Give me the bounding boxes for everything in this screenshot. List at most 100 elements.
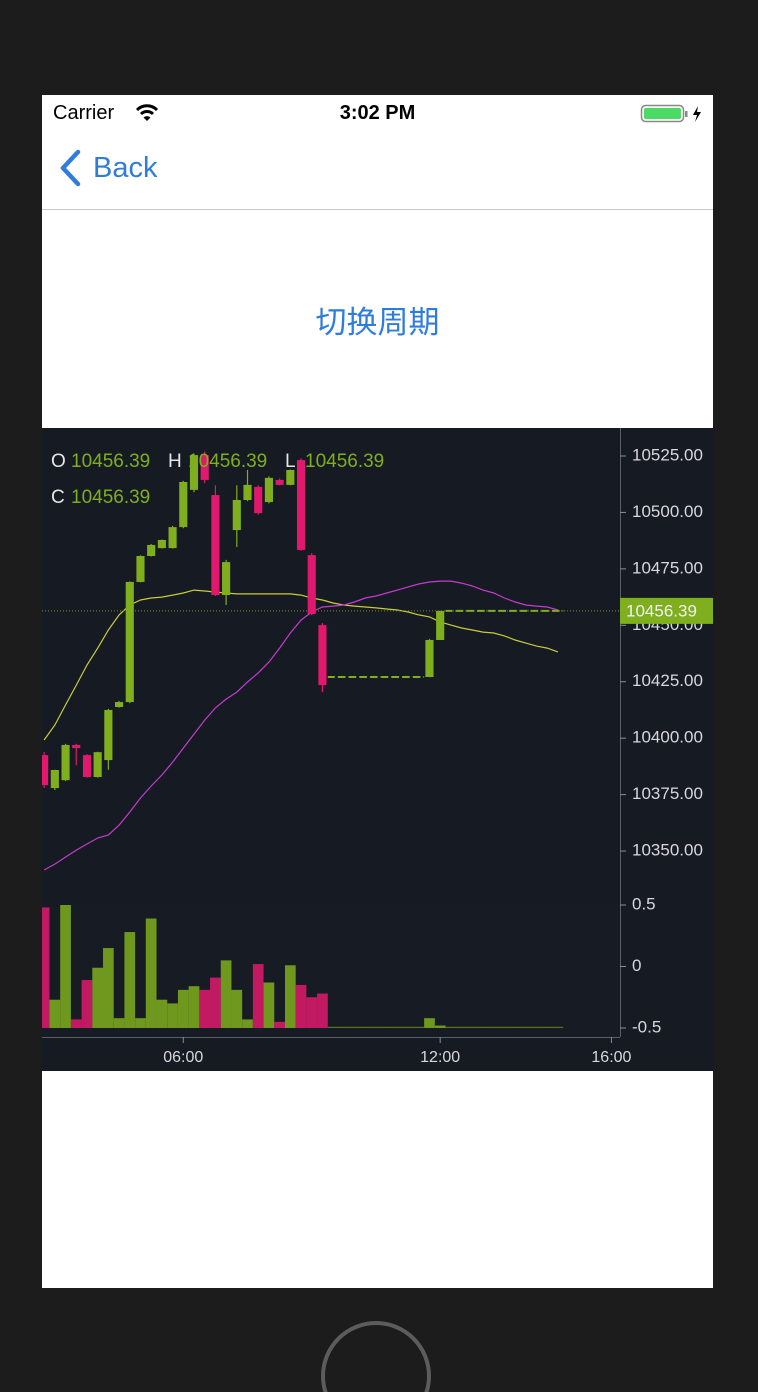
volume-bar xyxy=(274,1021,285,1028)
volume-bar xyxy=(509,1026,521,1028)
candle-body xyxy=(50,770,59,789)
volume-bar xyxy=(402,1026,414,1028)
candle-body xyxy=(136,555,145,582)
volume-bar xyxy=(210,977,221,1028)
volume-bar xyxy=(49,999,61,1028)
candle-body xyxy=(286,469,295,485)
volume-bar xyxy=(103,948,114,1028)
ohlc-key: H xyxy=(168,451,182,472)
volume-bar xyxy=(231,989,243,1028)
volume-bar xyxy=(220,960,232,1028)
volume-bar xyxy=(135,1018,146,1028)
volume-bar xyxy=(199,989,211,1028)
volume-bar xyxy=(188,986,200,1028)
candle-body xyxy=(318,625,327,686)
ohlc-value: 10456.39 xyxy=(71,451,150,472)
volume-bar xyxy=(359,1026,371,1028)
volume-panel xyxy=(42,905,620,1037)
back-button[interactable]: Back xyxy=(93,152,158,184)
clock: 3:02 PM xyxy=(339,102,416,124)
axes: 10350.0010375.0010400.0010425.0010450.00… xyxy=(51,445,713,1066)
candle-body xyxy=(157,539,166,549)
volume-bar xyxy=(242,1019,253,1028)
y-tick-label: 10475.00 xyxy=(632,558,703,577)
navigation-bar: Back xyxy=(42,131,713,210)
volume-bar xyxy=(349,1026,360,1028)
volume-bar xyxy=(477,1026,489,1028)
volume-bar xyxy=(42,907,50,1028)
volume-bar xyxy=(413,1026,425,1028)
volume-bar xyxy=(381,1026,393,1028)
y-tick-label: 10400.00 xyxy=(632,728,703,747)
candle-body xyxy=(436,610,445,640)
candle-body xyxy=(211,495,220,596)
volume-bar xyxy=(177,989,189,1028)
candle-body xyxy=(42,755,49,786)
volume-bar xyxy=(327,1026,339,1028)
moving-average-line xyxy=(43,580,559,871)
candle-body xyxy=(307,555,316,615)
volume-bar xyxy=(167,1003,178,1028)
candle-body xyxy=(243,484,252,501)
volume-bar xyxy=(520,1026,532,1028)
candle-body xyxy=(61,744,70,781)
candle-body xyxy=(222,562,231,596)
kline-chart: 10350.0010375.0010400.0010425.0010450.00… xyxy=(42,428,713,1071)
candle-body xyxy=(72,744,81,749)
button-label[interactable]: 切换周期 xyxy=(315,304,440,341)
volume-bar xyxy=(295,984,307,1028)
candle-body xyxy=(147,544,156,556)
carrier: Carrier xyxy=(53,102,115,124)
y-tick-label: 10525.00 xyxy=(632,445,703,464)
candle-body xyxy=(275,479,284,485)
home-button[interactable] xyxy=(316,1318,436,1392)
volume-tick-label: 0.5 xyxy=(632,894,656,913)
candle-body xyxy=(200,455,209,480)
candle-body xyxy=(179,481,188,528)
candle-body xyxy=(104,709,113,761)
volume-bar xyxy=(156,999,168,1028)
candle-body xyxy=(189,455,199,490)
back-chevron[interactable] xyxy=(58,149,84,189)
x-tick-label: 16:00 xyxy=(591,1049,631,1066)
candle-body xyxy=(125,581,134,703)
battery-icon xyxy=(640,104,701,123)
volume-tick-label: -0.5 xyxy=(632,1017,661,1036)
ohlc-key: C xyxy=(51,487,65,508)
volume-bar xyxy=(424,1018,435,1028)
volume-bar xyxy=(488,1026,500,1028)
volume-bar xyxy=(306,997,318,1028)
volume-bar xyxy=(541,1026,553,1028)
volume-bar xyxy=(531,1026,542,1028)
candle-body xyxy=(82,755,92,778)
volume-bar xyxy=(113,1018,125,1028)
y-tick-label: 10500.00 xyxy=(632,502,703,521)
volume-bar xyxy=(338,1026,350,1028)
last-price-badge xyxy=(620,597,713,624)
volume-bar xyxy=(499,1026,510,1028)
candle-body xyxy=(296,460,306,550)
volume-bar xyxy=(392,1026,403,1028)
wifi-icon xyxy=(135,104,159,121)
volume-bar xyxy=(466,1026,478,1028)
volume-bar xyxy=(317,993,328,1028)
volume-bar xyxy=(284,965,296,1028)
ohlc-key: L xyxy=(285,451,296,472)
switch-period-button[interactable]: 切换周期 xyxy=(42,210,713,428)
candle-body xyxy=(232,500,241,531)
volume-tick-label: 0 xyxy=(632,956,641,975)
status-bar: Carrier 3:02 PM xyxy=(42,95,713,131)
phone-screen: Carrier 3:02 PM Back 切换周期 10350.00 10375.… xyxy=(42,95,713,1288)
volume-bar xyxy=(263,982,275,1028)
y-tick-label: 10425.00 xyxy=(632,671,703,690)
volume-bar xyxy=(70,1019,82,1028)
volume-bar xyxy=(252,964,264,1028)
volume-bar xyxy=(124,932,136,1028)
plot-area xyxy=(42,451,620,1028)
volume-bar xyxy=(60,905,71,1028)
candle-body xyxy=(114,702,124,708)
candle-body xyxy=(93,752,102,778)
x-tick-label: 06:00 xyxy=(163,1049,203,1066)
